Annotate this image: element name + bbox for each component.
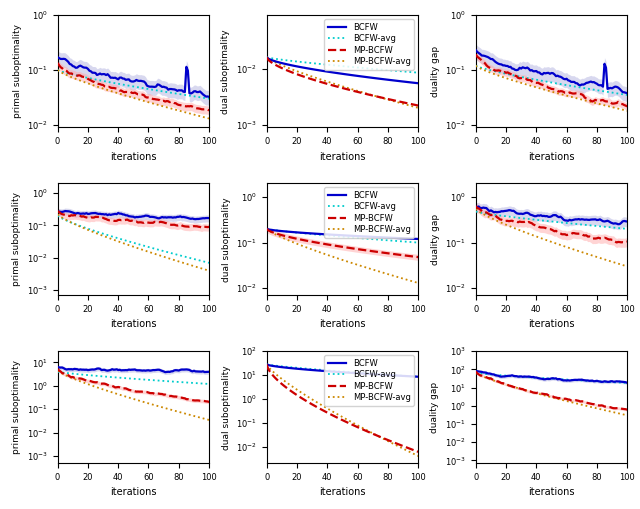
Y-axis label: primal suboptimality: primal suboptimality: [12, 192, 21, 286]
X-axis label: iterations: iterations: [319, 152, 365, 161]
Legend: BCFW, BCFW-avg, MP-BCFW, MP-BCFW-avg: BCFW, BCFW-avg, MP-BCFW, MP-BCFW-avg: [324, 19, 414, 70]
X-axis label: iterations: iterations: [528, 320, 575, 329]
Legend: BCFW, BCFW-avg, MP-BCFW, MP-BCFW-avg: BCFW, BCFW-avg, MP-BCFW, MP-BCFW-avg: [324, 187, 414, 238]
Y-axis label: primal suboptimality: primal suboptimality: [13, 24, 22, 118]
Y-axis label: duality gap: duality gap: [431, 214, 440, 265]
Legend: BCFW, BCFW-avg, MP-BCFW, MP-BCFW-avg: BCFW, BCFW-avg, MP-BCFW, MP-BCFW-avg: [324, 355, 414, 406]
X-axis label: iterations: iterations: [319, 488, 365, 497]
Y-axis label: dual suboptimality: dual suboptimality: [221, 365, 230, 449]
Y-axis label: dual suboptimality: dual suboptimality: [221, 197, 230, 281]
X-axis label: iterations: iterations: [110, 488, 157, 497]
X-axis label: iterations: iterations: [319, 320, 365, 329]
Y-axis label: duality gap: duality gap: [431, 382, 440, 433]
Y-axis label: duality gap: duality gap: [431, 46, 440, 97]
X-axis label: iterations: iterations: [110, 152, 157, 161]
X-axis label: iterations: iterations: [528, 488, 575, 497]
Y-axis label: primal suboptimality: primal suboptimality: [12, 360, 21, 454]
X-axis label: iterations: iterations: [528, 152, 575, 161]
X-axis label: iterations: iterations: [110, 320, 157, 329]
Y-axis label: dual suboptimality: dual suboptimality: [221, 29, 230, 114]
